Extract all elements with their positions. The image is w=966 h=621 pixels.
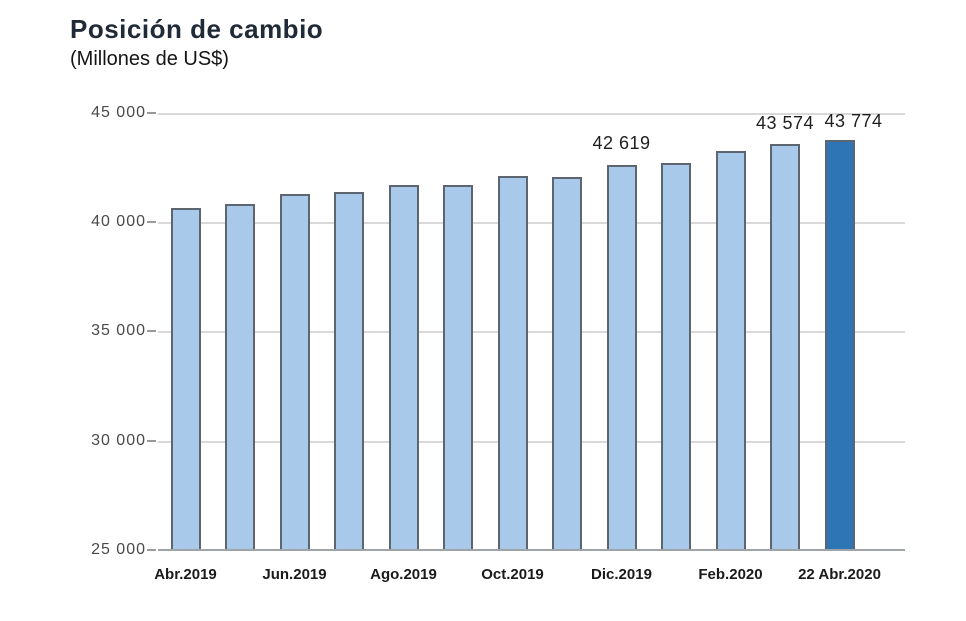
x-axis-label: Dic.2019 [591,566,652,583]
y-axis-label: 25 000 [91,541,146,558]
bar-Sep.2019 [443,184,473,550]
bar-value-label: 43 774 [824,110,883,131]
x-axis-label: 22 Abr.2020 [798,566,881,583]
bar-Jul.2019 [334,192,364,550]
x-axis-label: Jun.2019 [262,566,327,583]
y-axis-tick [147,221,156,223]
x-axis-label: Abr.2019 [154,566,217,583]
bar-Oct.2019 [497,176,528,550]
y-axis-label: 40 000 [91,213,146,230]
gridline-40000 [158,222,905,224]
bar-Nov.2019 [552,177,582,550]
chart-subtitle: (Millones de US$) [70,48,229,70]
y-axis-tick [147,112,156,114]
bar-Mar.2020 [770,144,800,550]
y-axis-tick [147,549,156,551]
gridline-30000 [158,441,905,443]
bar-22 Abr.2020 [824,139,855,550]
x-axis-label: Oct.2019 [481,566,544,583]
bar-Ene.2020 [661,163,691,550]
y-axis-label: 45 000 [91,104,146,121]
y-axis-label: 35 000 [91,322,146,339]
chart-title: Posición de cambio [70,14,324,44]
y-axis-label: 30 000 [91,432,146,449]
bar-Ago.2019 [388,185,419,550]
x-axis-label: Ago.2019 [370,566,437,583]
gridline-35000 [158,331,905,333]
bar-value-label: 42 619 [592,133,651,153]
bar-Feb.2020 [715,151,746,550]
bar-May.2019 [225,203,255,550]
bar-Jun.2019 [279,194,310,550]
bar-Dic.2019 [606,165,637,550]
y-axis-tick [147,330,156,332]
gridline-45000 [158,113,905,115]
x-axis-line [158,549,905,551]
bar-value-label: 43 574 [755,113,815,134]
y-axis-tick [147,440,156,442]
x-axis-label: Feb.2020 [698,566,763,583]
bar-Abr.2019 [170,208,201,550]
plot-area [158,113,905,551]
